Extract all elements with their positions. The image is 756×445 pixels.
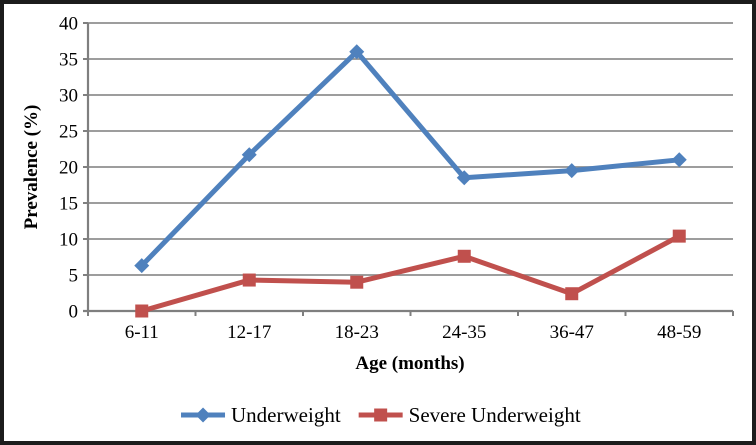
legend-square-marker bbox=[374, 408, 388, 422]
marker-underweight bbox=[456, 170, 472, 186]
x-tick-label: 36-47 bbox=[550, 322, 594, 343]
marker-underweight bbox=[564, 163, 580, 179]
y-axis-title: Prevalence (%) bbox=[21, 105, 42, 230]
marker-severe-underweight bbox=[135, 304, 149, 318]
legend-item-underweight: Underweight bbox=[181, 403, 341, 427]
x-tick-label: 48-59 bbox=[657, 322, 701, 343]
series-line-underweight bbox=[139, 49, 682, 269]
legend-label: Severe Underweight bbox=[409, 403, 581, 427]
y-tick-label: 25 bbox=[59, 122, 78, 143]
plot-area: 0 5 10 15 20 25 30 35 40 6-11 12-17 18-23 24-35 36-47… bbox=[59, 14, 734, 427]
marker-severe-underweight bbox=[565, 287, 579, 301]
y-tick-label: 10 bbox=[59, 230, 78, 251]
marker-underweight bbox=[349, 44, 365, 60]
marker-severe-underweight bbox=[242, 273, 256, 287]
x-tick-label: 6-11 bbox=[125, 322, 159, 343]
y-tick-label: 15 bbox=[59, 194, 78, 215]
marker-underweight bbox=[241, 147, 257, 163]
y-tick-label: 30 bbox=[59, 86, 78, 107]
x-tick-label: 18-23 bbox=[335, 322, 379, 343]
y-tick-label: 35 bbox=[59, 50, 78, 71]
marker-underweight bbox=[134, 258, 150, 274]
legend: Underweight Severe Underweight bbox=[181, 403, 581, 427]
x-tick-label: 12-17 bbox=[227, 322, 271, 343]
x-axis-title: Age (months) bbox=[355, 353, 464, 374]
marker-severe-underweight bbox=[350, 275, 364, 289]
marker-underweight bbox=[671, 152, 687, 168]
marker-severe-underweight bbox=[672, 229, 686, 243]
marker-severe-underweight bbox=[457, 249, 471, 263]
y-tick-label: 40 bbox=[59, 14, 78, 35]
legend-label: Underweight bbox=[231, 403, 341, 427]
series-line-severe-underweight bbox=[139, 233, 682, 314]
y-tick-label: 0 bbox=[69, 302, 79, 323]
legend-item-severe-underweight: Severe Underweight bbox=[358, 403, 581, 427]
x-tick-label: 24-35 bbox=[442, 322, 486, 343]
y-tick-label: 5 bbox=[69, 266, 79, 287]
legend-diamond-marker bbox=[195, 407, 211, 423]
y-tick-label: 20 bbox=[59, 158, 78, 179]
